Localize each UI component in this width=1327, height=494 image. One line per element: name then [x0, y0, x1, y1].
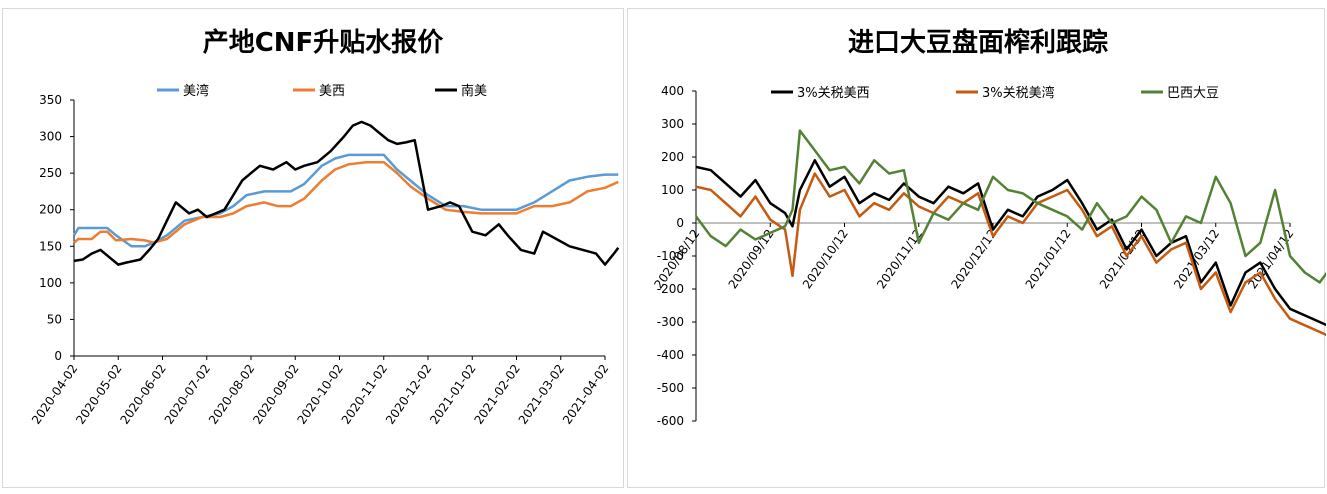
x-tick-label: 2020-07-02	[162, 362, 213, 427]
x-tick-label: 2021/03/12	[1171, 227, 1222, 292]
y-tick-label: -400	[657, 348, 684, 362]
chart-legend: 美湾 美西 南美	[157, 83, 487, 99]
y-tick-label: 200	[39, 203, 62, 217]
x-tick-label: 2021-01-02	[427, 362, 478, 427]
y-tick-label: 200	[661, 150, 684, 164]
x-tick-label: 2021-04-02	[560, 362, 611, 427]
crush-margin-chart-panel: 进口大豆盘面榨利跟踪 3%关税美西 3%关税美湾 巴西大豆 -600 -500 -400…	[627, 8, 1326, 488]
series-line-2	[694, 129, 1326, 284]
legend-label: 3%关税美湾	[982, 85, 1055, 101]
y-tick-label: 300	[39, 130, 62, 144]
y-tick-label: 150	[39, 239, 62, 253]
x-tick-label: 2020-10-02	[294, 362, 345, 427]
legend-label: 巴西大豆	[1167, 86, 1219, 101]
x-tick-label: 2020-05-02	[73, 362, 124, 427]
y-tick-label: 100	[661, 183, 684, 197]
x-tick-label: 2020-08-02	[206, 362, 257, 427]
y-tick-label: 300	[661, 117, 684, 131]
x-tick-label: 2021-03-02	[516, 362, 567, 427]
y-tick-label: 50	[47, 312, 62, 326]
chart-title: 产地CNF升贴水报价	[203, 27, 445, 58]
x-tick-label: 2020-06-02	[117, 362, 168, 427]
cnf-premium-chart-panel: 产地CNF升贴水报价 美湾 美西 南美 0 50 100 150 200 250 300 350 2…	[2, 8, 624, 488]
y-tick-label: -200	[657, 282, 684, 296]
y-tick-label: 100	[39, 276, 62, 290]
x-tick-label: 2021/01/12	[1023, 227, 1074, 292]
chart-legend: 3%关税美西 3%关税美湾 巴西大豆	[771, 85, 1219, 101]
y-tick-label: 0	[676, 216, 684, 230]
y-tick-label: -300	[657, 315, 684, 329]
series-line-2	[73, 120, 620, 266]
y-tick-label: 350	[39, 93, 62, 107]
y-tick-label: 0	[54, 349, 62, 363]
legend-label: 美湾	[183, 83, 209, 99]
x-tick-label: 2020-04-02	[29, 362, 80, 427]
plot-area: 0 50 100 150 200 250 300 350 2020-04-022020-05-0…	[29, 93, 620, 427]
chart-title: 进口大豆盘面榨利跟踪	[848, 27, 1108, 58]
x-tick-label: 2020/10/12	[800, 227, 851, 292]
x-tick-label: 2021-02-02	[471, 362, 522, 427]
legend-label: 南美	[461, 83, 487, 99]
y-tick-label: 250	[39, 166, 62, 180]
y-tick-label: -600	[657, 414, 684, 428]
y-tick-label: -500	[657, 381, 684, 395]
x-tick-label: 2020-09-02	[250, 362, 301, 427]
series-line-0	[695, 159, 1326, 327]
cnf-premium-chart: 产地CNF升贴水报价 美湾 美西 南美 0 50 100 150 200 250 300 350 2…	[29, 27, 620, 427]
y-tick-label: 400	[661, 84, 684, 98]
crush-margin-chart: 进口大豆盘面榨利跟踪 3%关税美西 3%关税美湾 巴西大豆 -600 -500 -400…	[651, 27, 1326, 428]
series-line-0	[72, 153, 619, 248]
legend-label: 3%关税美西	[797, 86, 870, 101]
legend-label: 美西	[319, 84, 345, 99]
x-tick-label: 2020-12-02	[383, 362, 434, 427]
series-line-1	[695, 172, 1326, 337]
x-tick-label: 2020-11-02	[339, 362, 390, 427]
y-tick-label: -100	[657, 249, 684, 263]
plot-area: -600 -500 -400 -300 -200 -100 0 100 200 300 400 202…	[651, 84, 1326, 428]
series-line-1	[73, 160, 619, 244]
